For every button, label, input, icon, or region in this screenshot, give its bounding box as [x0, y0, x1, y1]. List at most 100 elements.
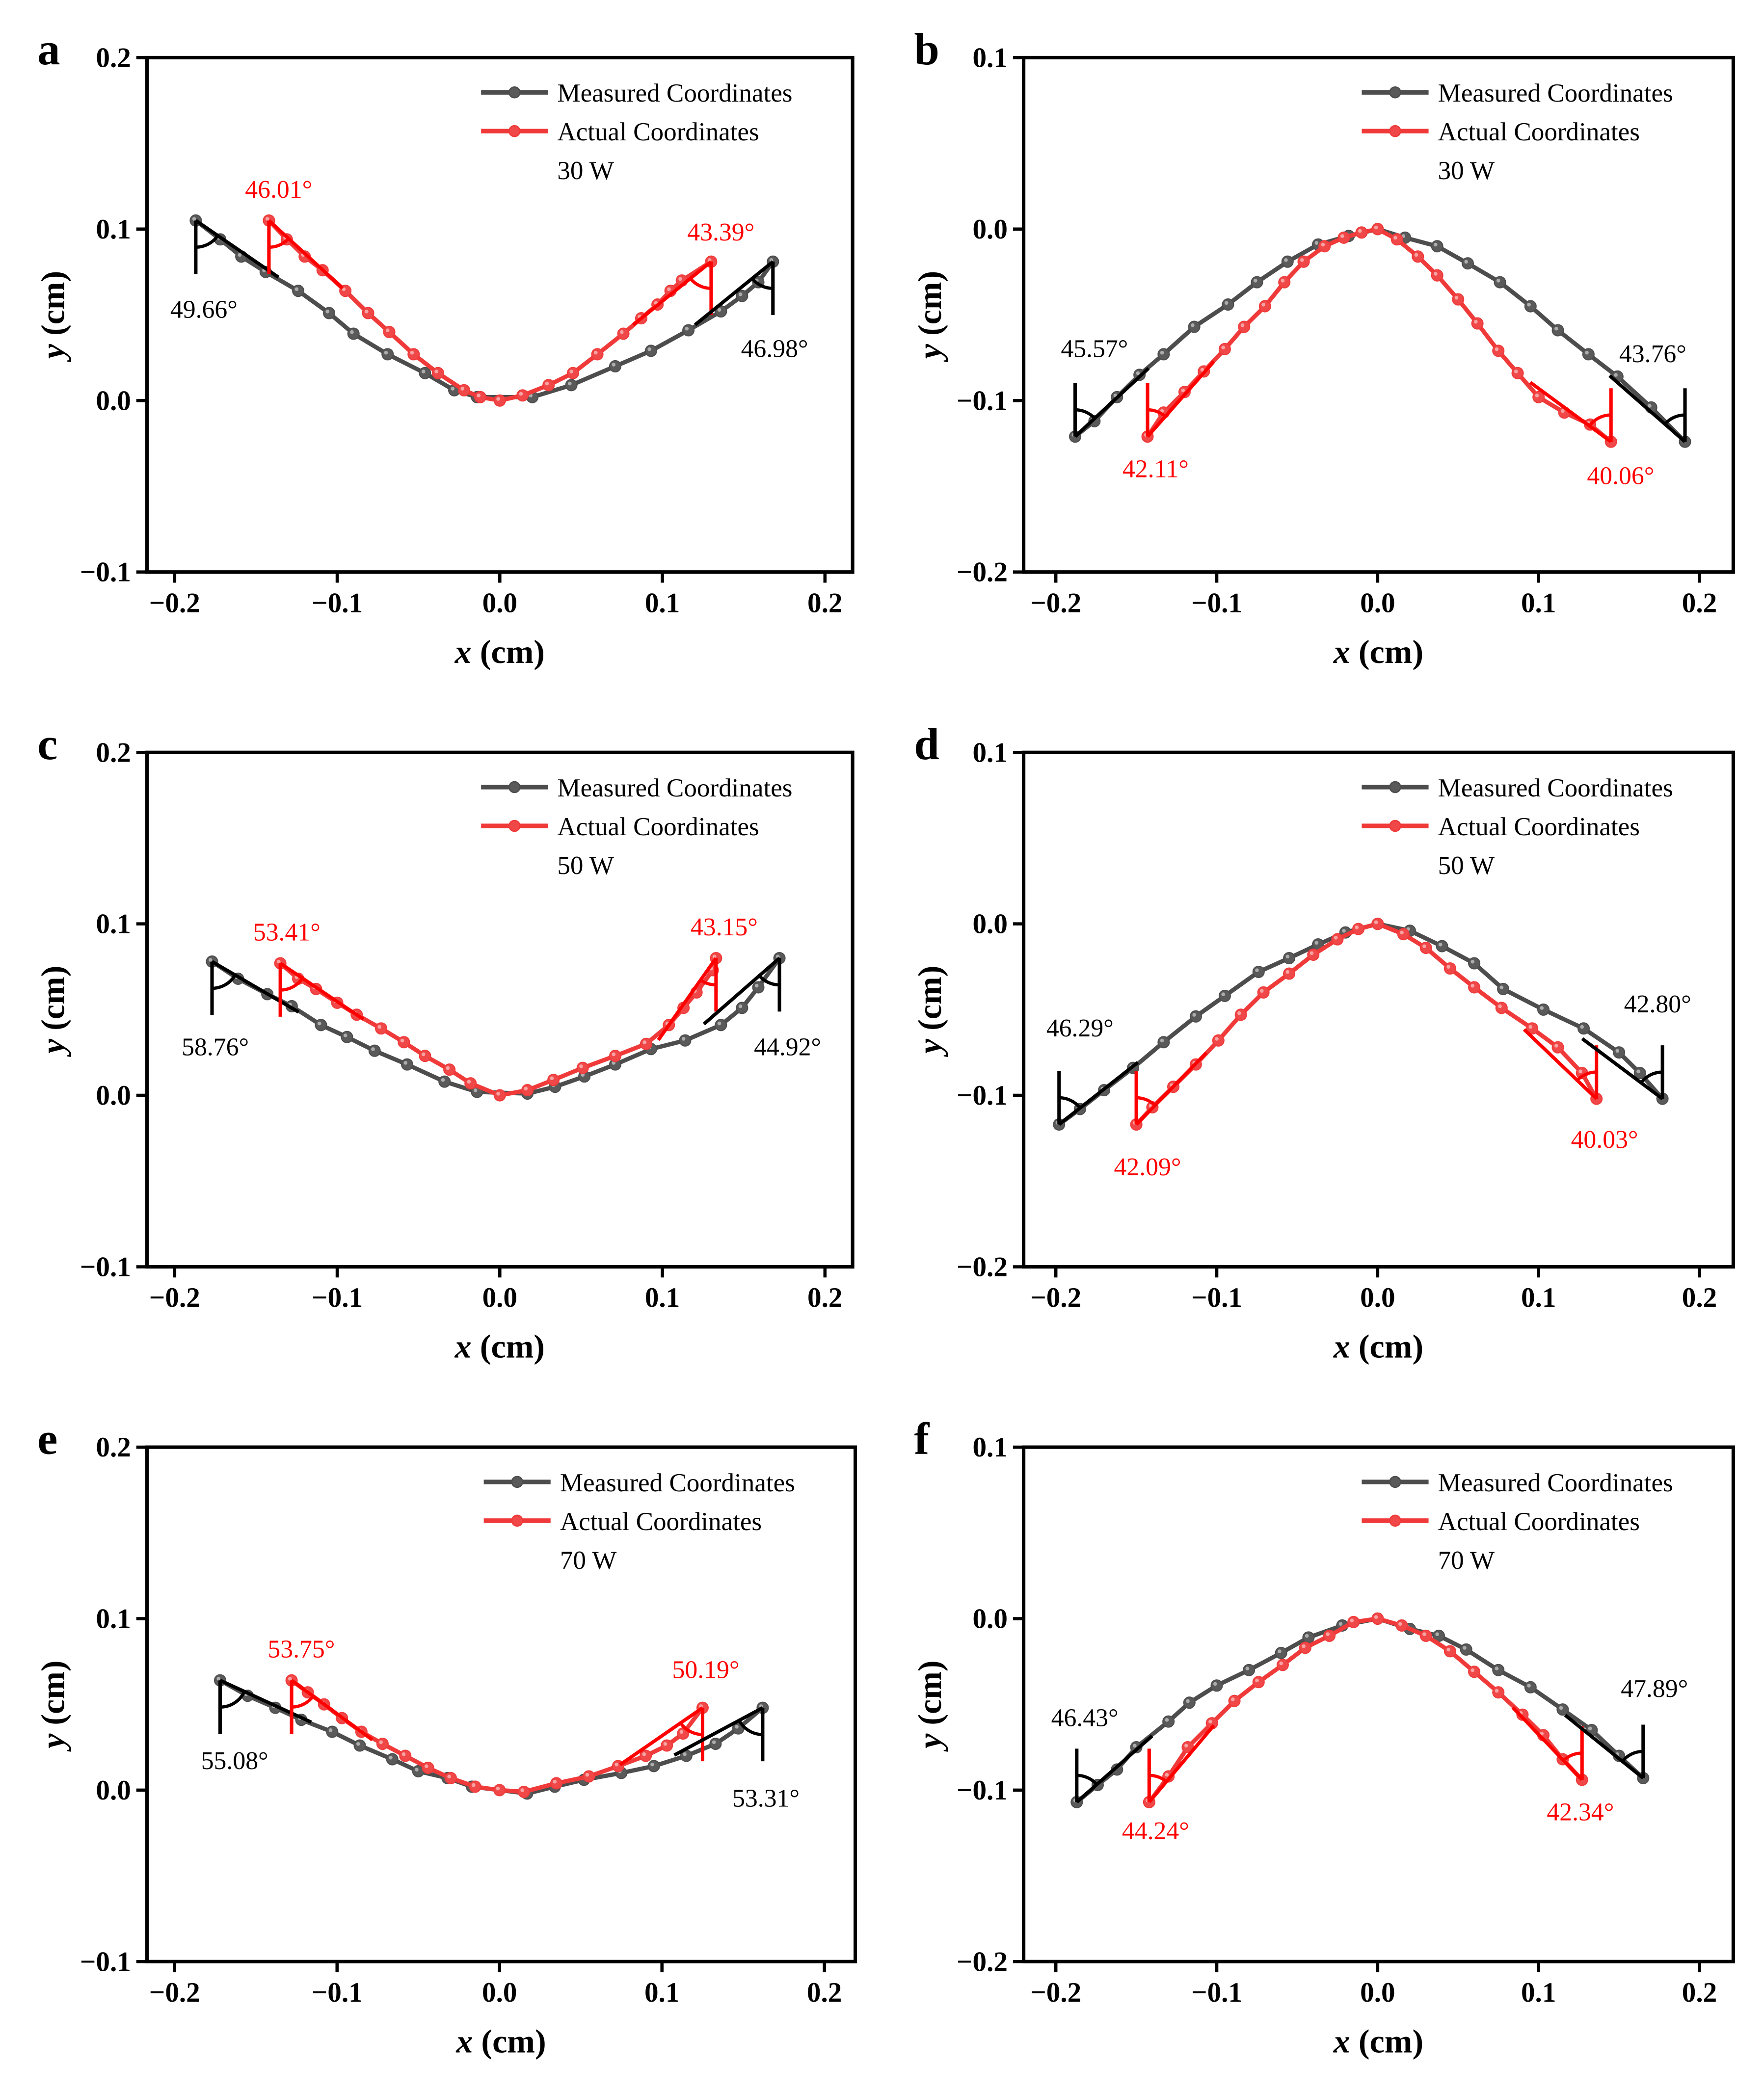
data-point-measured — [1494, 276, 1506, 289]
data-point-highlight — [754, 983, 759, 988]
data-point-highlight — [1200, 368, 1204, 372]
data-point-actual — [1492, 1686, 1505, 1699]
data-point-highlight — [1184, 1744, 1188, 1748]
angle-label-measured-right: 43.76° — [1619, 340, 1686, 368]
x-tick-label: −0.1 — [1191, 1977, 1242, 2008]
data-point-highlight — [1240, 323, 1245, 327]
data-point-highlight — [1554, 1044, 1558, 1048]
data-point-highlight — [1374, 225, 1378, 230]
data-point-highlight — [612, 1052, 616, 1057]
y-tick-label: 0.2 — [96, 737, 131, 768]
angle-label-measured-left: 58.76° — [182, 1033, 249, 1061]
y-tick-label: 0.1 — [96, 1604, 131, 1635]
data-point-actual — [1412, 250, 1424, 263]
data-point-measured — [1436, 940, 1448, 952]
data-point-highlight — [1300, 258, 1304, 262]
x-tick-label: −0.1 — [1191, 587, 1242, 618]
x-tick-label: 0.0 — [482, 1282, 517, 1313]
legend-label-actual: Actual Coordinates — [1438, 118, 1640, 146]
data-point-measured — [1524, 300, 1537, 313]
data-point-actual — [1299, 1641, 1311, 1654]
data-point-highlight — [1221, 345, 1225, 349]
data-point-highlight — [612, 363, 616, 367]
data-point-highlight — [1160, 1038, 1164, 1043]
x-tick-label: −0.2 — [149, 1282, 200, 1313]
x-tick-label: −0.2 — [1030, 1977, 1081, 2008]
data-point-actual — [1258, 300, 1271, 313]
angle-arc — [1639, 1070, 1663, 1084]
data-point-actual — [583, 1770, 595, 1783]
panel-f: f−0.2 −0.1 0.0 0.1 0.2−0.2−0.10.00.1x (cm)y … — [911, 1414, 1735, 2060]
legend-label-actual: Actual Coordinates — [1438, 813, 1640, 841]
data-point-measured — [1251, 276, 1263, 289]
power-label: 30 W — [1438, 157, 1495, 185]
data-point-highlight — [1615, 1049, 1620, 1053]
x-tick-label: 0.0 — [1360, 1977, 1395, 2008]
data-point-highlight — [1314, 241, 1319, 245]
angle-tangent-line — [1581, 1037, 1664, 1100]
data-point-measured — [1218, 989, 1231, 1002]
data-point-highlight — [1255, 968, 1259, 973]
y-tick-label: 0.1 — [96, 214, 131, 245]
data-point-measured — [1243, 1664, 1256, 1676]
x-tick-label: 0.1 — [645, 587, 680, 618]
panel-d: d−0.2 −0.1 0.0 0.1 0.2−0.2−0.10.00.1x (cm)y … — [911, 719, 1735, 1365]
angle-tangent-line — [1608, 374, 1686, 443]
panel-letter: a — [37, 25, 60, 75]
angle-arc — [1059, 1096, 1082, 1109]
data-point-highlight — [593, 350, 598, 355]
panel-c: c−0.2 −0.1 0.0 0.1 0.2−0.10.00.10.2x (cm)y (… — [34, 719, 855, 1365]
angle-arc — [1136, 1096, 1156, 1107]
data-point-highlight — [400, 1038, 404, 1043]
y-axis-unit: (cm) — [34, 271, 72, 344]
data-point-actual — [493, 394, 506, 407]
data-point-highlight — [1554, 326, 1558, 331]
x-tick-label: 0.0 — [1360, 587, 1395, 618]
data-point-actual — [1234, 1008, 1247, 1021]
data-point-measured — [709, 1738, 722, 1750]
data-point-highlight — [1434, 272, 1438, 276]
angle-tangent-line — [694, 260, 775, 326]
data-point-highlight — [1253, 279, 1257, 283]
x-tick-label: 0.1 — [1521, 1282, 1556, 1313]
data-point-highlight — [371, 1047, 375, 1051]
data-point-highlight — [615, 1762, 618, 1767]
angle-arc — [1076, 1773, 1098, 1786]
data-point-actual — [457, 384, 470, 397]
data-point-highlight — [1393, 236, 1397, 240]
data-point-highlight — [265, 217, 269, 221]
y-axis-variable: y — [911, 1733, 948, 1752]
x-tick-label: −0.1 — [312, 1282, 363, 1313]
data-point-highlight — [1192, 1013, 1196, 1017]
data-point-measured — [1183, 1696, 1196, 1709]
data-point-highlight — [1279, 1661, 1283, 1666]
angle-arc — [212, 974, 237, 990]
series-actual — [1141, 223, 1617, 448]
data-point-highlight — [1340, 234, 1344, 238]
data-point-highlight — [735, 1725, 739, 1729]
series-line-actual — [267, 219, 713, 403]
data-point-measured — [401, 1058, 414, 1071]
x-tick-label: 0.0 — [482, 1977, 517, 2008]
data-point-highlight — [325, 309, 330, 314]
data-point-highlight — [520, 1788, 524, 1792]
data-point-highlight — [1334, 936, 1338, 940]
data-point-highlight — [642, 1040, 646, 1044]
data-point-highlight — [650, 1762, 654, 1767]
angle-tangent-line — [1074, 367, 1150, 438]
angle-arc — [758, 975, 780, 987]
data-point-measured — [1431, 240, 1443, 253]
data-point-actual — [1283, 967, 1296, 980]
data-point-highlight — [1224, 301, 1229, 305]
data-point-highlight — [421, 1052, 426, 1057]
data-point-measured — [1577, 1022, 1590, 1035]
angle-arc — [268, 237, 290, 249]
x-tick-label: 0.2 — [807, 587, 842, 618]
series-actual — [274, 952, 722, 1102]
data-point-highlight — [1438, 942, 1443, 947]
y-tick-label: −0.1 — [957, 385, 1008, 416]
data-point-highlight — [343, 1033, 347, 1037]
data-point-measured — [1524, 1681, 1537, 1693]
data-point-highlight — [1398, 1622, 1402, 1626]
angle-arc — [291, 1695, 315, 1709]
